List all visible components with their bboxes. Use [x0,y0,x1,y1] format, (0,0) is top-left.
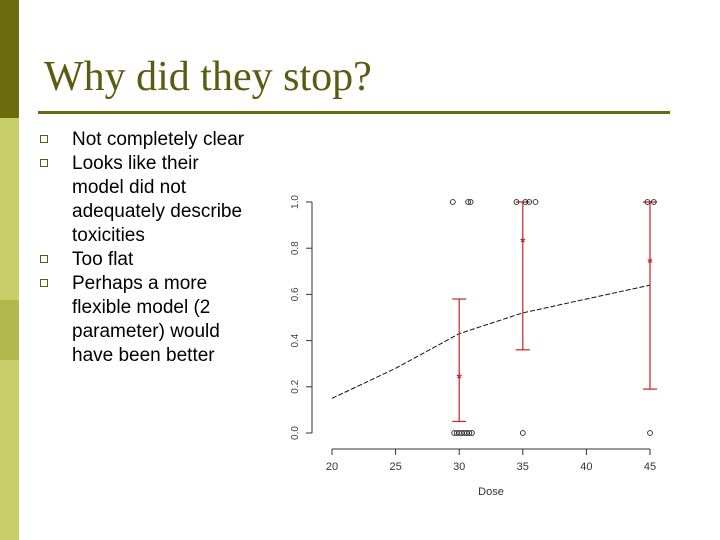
bullet-list: Not completely clear Looks like their mod… [40,128,290,368]
bullet-square-icon [40,135,48,143]
observation-point [519,430,526,436]
slide-title: Why did they stop? [44,54,372,100]
observation-point [465,199,471,205]
dose-toxicity-chart: 0.0 0.2 0.4 0.6 0.8 1.0 20 25 30 35 40 45 Dose * * * [290,195,657,498]
bullet-text: Looks like their model did not adequately … [72,153,243,246]
x-tick-label: 25 [389,461,401,473]
bullet-square-icon [40,159,48,167]
estimate-point: * [457,371,463,386]
observation-point [467,199,474,205]
x-tick-label: 30 [453,461,465,473]
bullet-item: Not completely clear [40,128,290,152]
bullet-text: Perhaps a more flexible model (2 parameter… [72,273,220,366]
side-bar-dark [0,0,19,118]
bullet-square-icon [40,279,48,287]
x-axis-label: Dose [478,486,504,498]
y-tick-label: 0.8 [290,241,301,255]
observation-point [650,199,657,205]
observation-point [532,199,539,205]
estimate-point: * [647,255,653,270]
y-tick-label: 0.4 [290,333,301,347]
observation-point [513,199,520,205]
observation-point [469,430,475,436]
bullet-item: Perhaps a more flexible model (2 parameter… [40,272,290,368]
observation-point [449,199,456,205]
side-bar-accent [0,300,19,360]
observation-point [466,430,473,436]
y-tick-label: 0.6 [290,287,301,301]
title-underline [38,111,670,114]
observation-point [522,199,529,205]
estimate-point: * [520,234,526,249]
observation-point [644,199,651,205]
y-tick-label: 0.0 [290,426,301,440]
bullet-item: Too flat [40,248,290,272]
observation-point [526,199,533,205]
bullet-square-icon [40,255,48,263]
x-tick-label: 20 [326,461,338,473]
y-tick-label: 1.0 [290,195,301,209]
bullet-text: Not completely clear [72,129,245,150]
x-tick-label: 35 [517,461,529,473]
bullet-item: Looks like their model did not adequately … [40,152,290,248]
observation-point [647,430,653,436]
bullet-text: Too flat [72,249,134,270]
x-tick-label: 45 [644,461,656,473]
y-tick-label: 0.2 [290,379,301,393]
x-tick-label: 40 [580,461,592,473]
fitted-curve [331,284,651,399]
